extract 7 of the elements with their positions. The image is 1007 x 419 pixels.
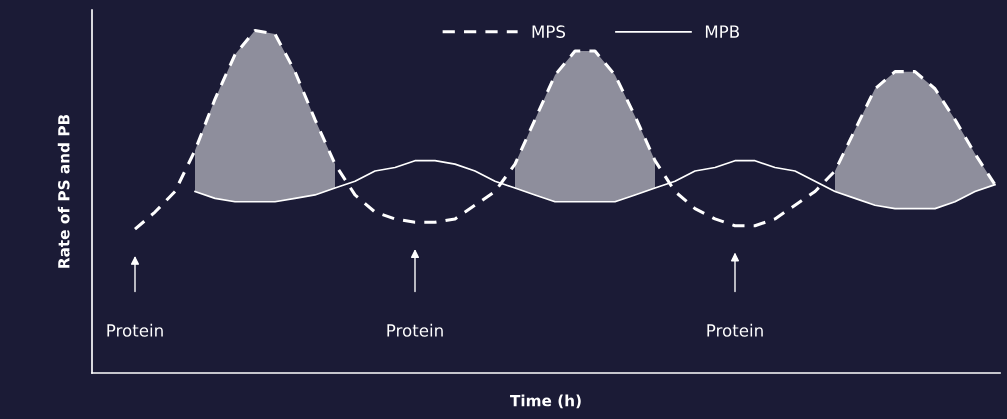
- legend-label: MPB: [705, 25, 739, 38]
- annotation: Protein: [387, 323, 443, 337]
- x-axis-title: Time (h): [510, 394, 581, 409]
- legend-label: MPS: [532, 25, 566, 38]
- annotation: Protein: [107, 323, 163, 337]
- y-axis-title: Rate of PS and PB: [57, 114, 70, 268]
- annotation: Protein: [707, 323, 763, 337]
